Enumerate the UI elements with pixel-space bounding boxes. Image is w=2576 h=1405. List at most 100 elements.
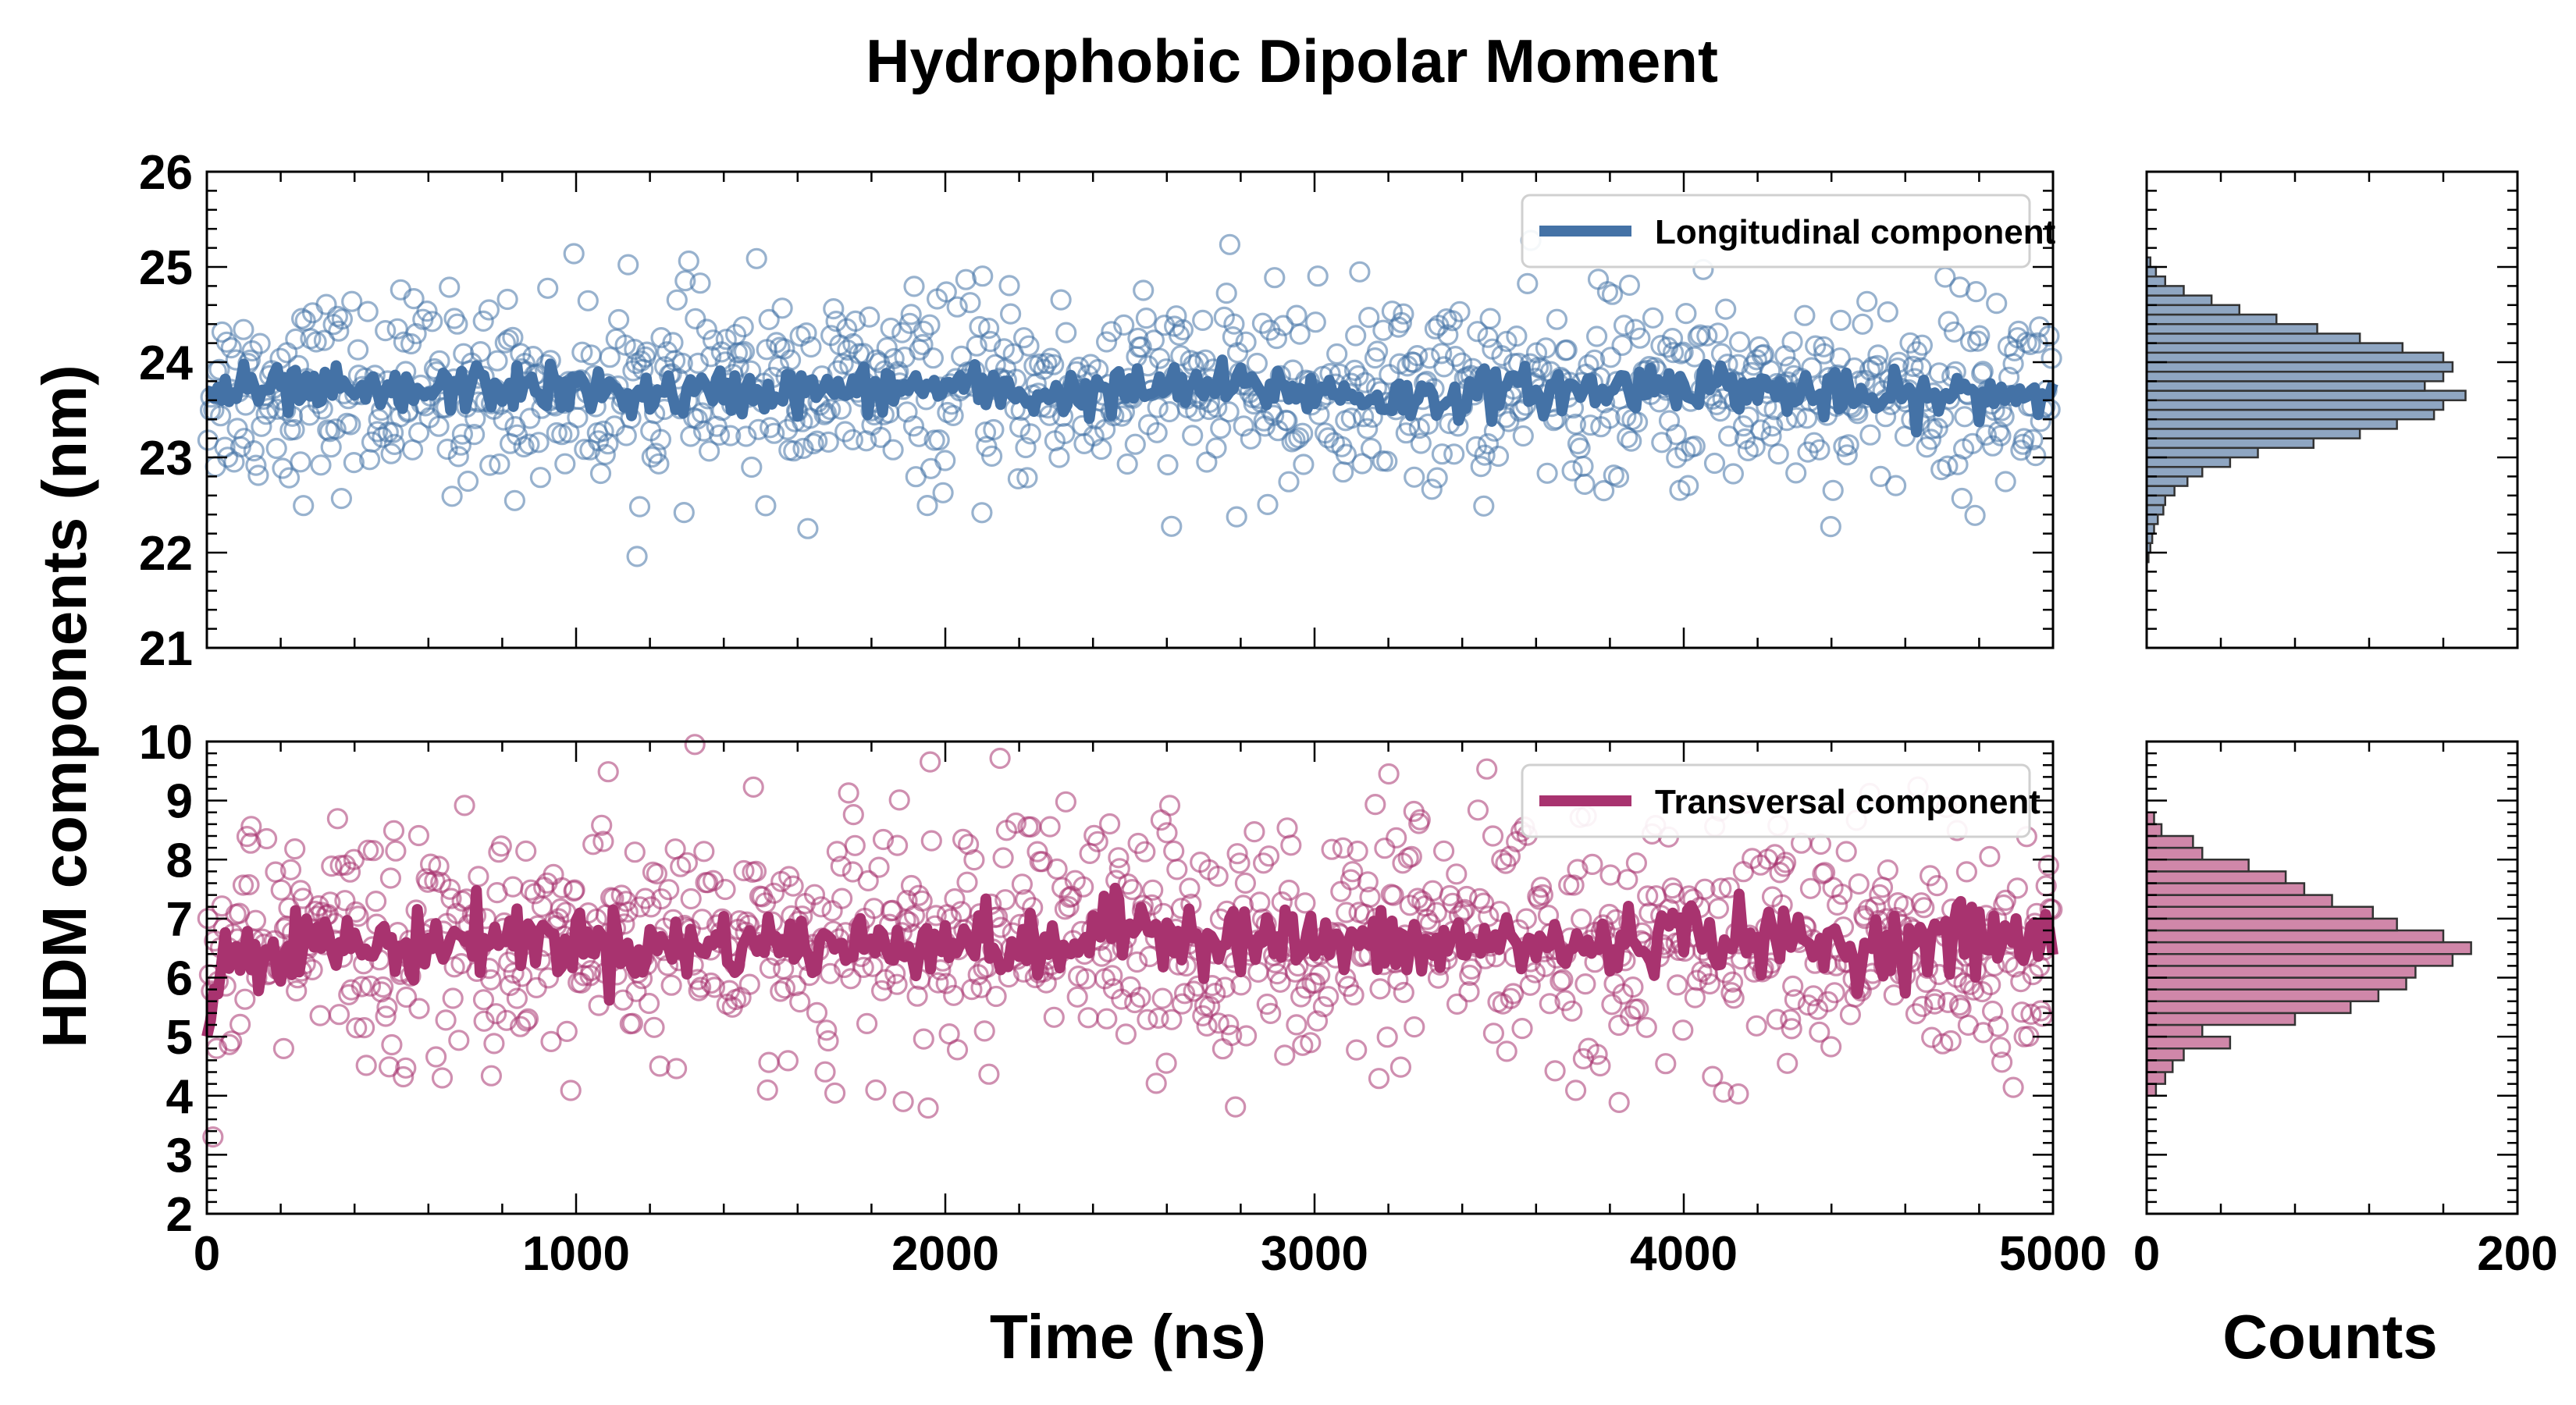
scatter-point xyxy=(1309,964,1331,986)
scatter-point xyxy=(1582,853,1603,876)
scatter-point xyxy=(1055,322,1077,343)
y-tick-label: 22 xyxy=(139,527,193,581)
x-tick-label: 0 xyxy=(194,1227,220,1281)
scatter-point xyxy=(243,439,265,462)
scatter-point xyxy=(517,1008,539,1030)
scatter-point xyxy=(1859,424,1881,446)
scatter-point xyxy=(1769,862,1791,884)
histogram-bar xyxy=(2145,917,2398,932)
scatter-point xyxy=(1258,845,1280,867)
scatter-point xyxy=(577,290,599,311)
scatter-point xyxy=(441,486,463,507)
scatter-point xyxy=(1029,353,1051,375)
scatter-point xyxy=(1820,1036,1842,1058)
histogram-bar xyxy=(2145,988,2380,1002)
histogram-bars xyxy=(2145,256,2467,564)
scatter-point xyxy=(779,349,802,371)
scatter-point xyxy=(1502,983,1525,1005)
scatter-point xyxy=(1133,279,1155,301)
scatter-point xyxy=(326,808,348,830)
scatter-point xyxy=(375,320,397,342)
scatter-point xyxy=(1511,399,1534,421)
scatter-point xyxy=(240,832,262,854)
scatter-point xyxy=(1055,791,1077,813)
scatter-point xyxy=(285,328,307,350)
histogram-bar xyxy=(2145,1083,2158,1097)
scatter-point xyxy=(992,847,1014,869)
x-tick-label: 0 xyxy=(2133,1227,2160,1281)
scatter-point xyxy=(1836,444,1858,466)
scatter-point xyxy=(777,1050,799,1072)
scatter-point xyxy=(1678,475,1699,496)
scatter-point xyxy=(1975,424,1997,446)
scatter-point xyxy=(638,992,660,1015)
scatter-point xyxy=(1902,355,1924,377)
scatter-point xyxy=(403,288,425,310)
scatter-point xyxy=(265,437,287,460)
scatter-point xyxy=(1585,325,1608,347)
scatter-point xyxy=(1018,335,1040,357)
bottom-histogram-panel: 0 200 xyxy=(2133,740,2558,1281)
x-axis-label: Time (ns) xyxy=(990,1302,1266,1371)
scatter-point xyxy=(1335,443,1357,465)
y-tick-label: 21 xyxy=(139,622,193,676)
scatter-point xyxy=(1393,303,1414,325)
y-tick-label: 9 xyxy=(166,775,193,829)
scatter-point xyxy=(1611,334,1633,356)
scatter-point xyxy=(1727,1083,1749,1105)
scatter-point xyxy=(483,1033,505,1055)
scatter-point xyxy=(1361,406,1383,429)
scatter-point xyxy=(1991,1051,2013,1073)
scatter-point xyxy=(597,433,619,455)
scatter-point xyxy=(1039,816,1061,838)
scatter-point xyxy=(1672,341,1694,363)
scatter-point xyxy=(1721,971,1744,993)
scatter-point xyxy=(519,407,541,429)
scatter-point xyxy=(1760,425,1782,447)
scatter-point xyxy=(800,336,822,358)
scatter-point xyxy=(1732,861,1754,883)
scatter-point xyxy=(1156,822,1178,844)
scatter-point xyxy=(643,1016,665,1038)
scatter-point xyxy=(1124,991,1146,1014)
scatter-point xyxy=(621,1012,643,1034)
scatter-point xyxy=(1479,308,1501,329)
histogram-bar xyxy=(2145,965,2417,979)
scatter-point xyxy=(354,1016,375,1039)
scatter-point xyxy=(1621,430,1642,452)
scatter-point xyxy=(416,301,438,322)
scatter-point xyxy=(969,315,991,338)
scatter-point xyxy=(1183,980,1204,1002)
x-tick-label: 3000 xyxy=(1261,1227,1368,1281)
scatter-point xyxy=(1346,1039,1368,1061)
scatter-point xyxy=(550,898,571,920)
x-tick-label: 4000 xyxy=(1630,1227,1738,1281)
scatter-point xyxy=(1095,331,1118,353)
scatter-point xyxy=(703,976,726,998)
scatter-point xyxy=(1345,325,1367,347)
scatter-point xyxy=(1210,418,1232,439)
scatter-point xyxy=(395,1057,417,1079)
scatter-point xyxy=(691,909,713,930)
scatter-point xyxy=(1359,886,1381,908)
scatter-point xyxy=(1990,1037,2012,1058)
scatter-point xyxy=(1911,334,1933,356)
scatter-point xyxy=(612,989,634,1011)
scatter-point xyxy=(347,339,369,361)
scatter-point xyxy=(978,1063,1000,1085)
scatter-point xyxy=(428,855,450,877)
scatter-point xyxy=(234,988,256,1010)
scatter-point xyxy=(291,308,313,329)
scatter-point xyxy=(919,314,941,336)
scatter-point xyxy=(865,1079,887,1101)
scatter-point xyxy=(210,405,232,427)
scatter-point xyxy=(1317,427,1340,449)
scatter-point xyxy=(272,1037,294,1060)
scatter-point xyxy=(1586,1044,1608,1065)
scatter-point xyxy=(700,346,722,368)
scatter-point xyxy=(1601,283,1624,305)
scatter-point xyxy=(1312,996,1335,1018)
scatter-point xyxy=(407,422,430,443)
scatter-point xyxy=(1877,859,1898,881)
scatter-point xyxy=(1354,372,1376,393)
